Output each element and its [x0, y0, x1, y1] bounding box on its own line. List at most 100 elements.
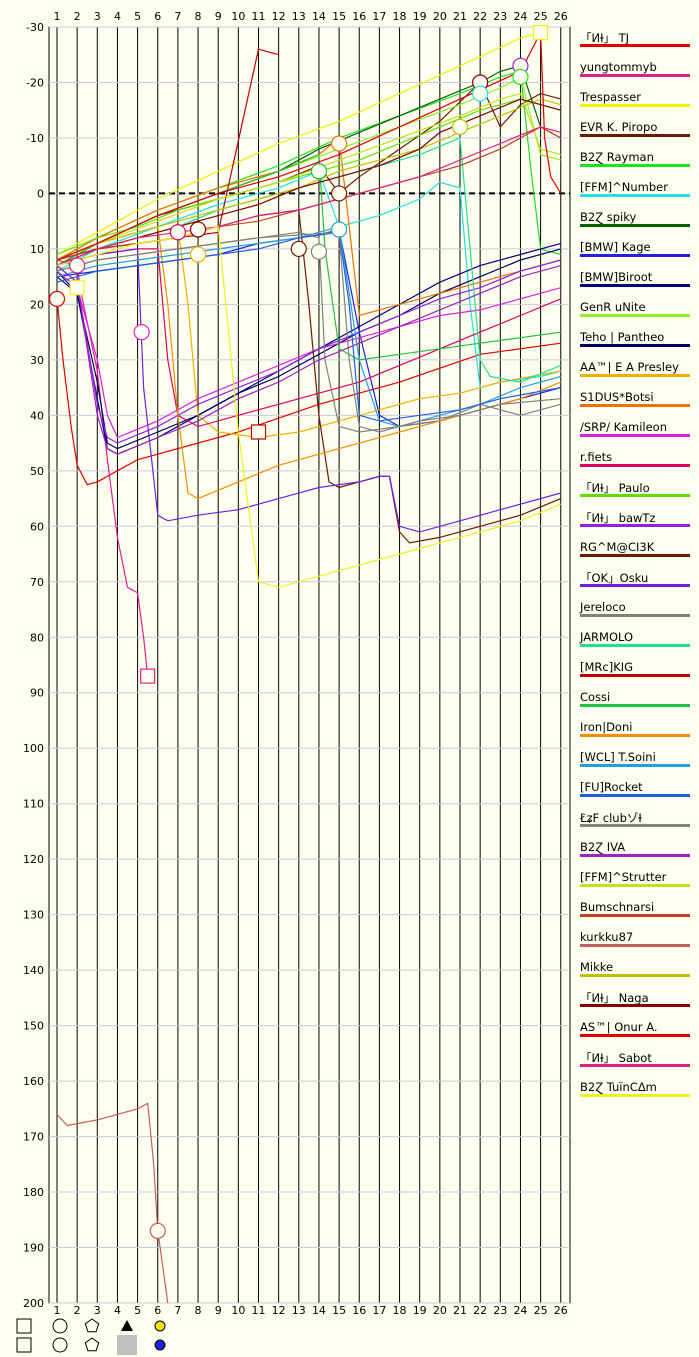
x-tick-label-bottom: 14 [312, 1304, 326, 1317]
marker-shape-legend [16, 1318, 166, 1355]
x-tick-label-top: 7 [174, 10, 181, 23]
legend-label: Iron|Doni [580, 720, 633, 734]
x-tick-label-bottom: 10 [231, 1304, 245, 1317]
x-tick-label-bottom: 17 [372, 1304, 386, 1317]
legend-item: Iron|Doni [580, 718, 692, 748]
legend-label: GenR uNite [580, 300, 646, 314]
y-tick-label: 150 [23, 1020, 44, 1033]
legend-label: B2Ɀ TuïnCΔm [580, 1080, 657, 1094]
y-tick-label: 160 [23, 1075, 44, 1088]
legend-item: RG^M@CI3K [580, 538, 692, 568]
legend-swatch [580, 524, 690, 527]
legend-item: 「ͶƗ」 Sabot [580, 1048, 692, 1078]
legend-swatch [580, 74, 690, 77]
y-tick-label: 200 [23, 1297, 44, 1310]
circle-marker [69, 257, 86, 274]
dot-shape-key [154, 1339, 166, 1351]
legend-item: [FU]Rocket [580, 778, 692, 808]
legend-label: EVR K. Piropo [580, 120, 658, 134]
circle-marker [472, 85, 489, 102]
legend-swatch [580, 584, 690, 587]
legend-item: [MRc]KIG [580, 658, 692, 688]
legend-label: 「OK」Osku [580, 571, 649, 585]
x-tick-label-bottom: 19 [413, 1304, 427, 1317]
plot-area-background [48, 26, 571, 1304]
x-tick-label-top: 19 [413, 10, 427, 23]
legend-item: [WCL] T.Soini [580, 748, 692, 778]
square-marker [140, 668, 156, 684]
x-tick-label-top: 13 [292, 10, 306, 23]
legend-label: [BMW] Kage [580, 240, 651, 254]
position-chart: 1 2 3 4 5 6 7 8 9 10 11 12 13 14 15 16 17 18 19 20 21 22 23 24 2… [16, 10, 571, 1355]
x-tick-label-bottom: 18 [393, 1304, 407, 1317]
x-tick-label-top: 2 [74, 10, 81, 23]
legend-item: 「ͶƗ」 Naga [580, 988, 692, 1018]
y-tick-label: 30 [30, 354, 44, 367]
x-tick-label-bottom: 9 [215, 1304, 222, 1317]
legend-item: [BMW]Biroot [580, 268, 692, 298]
series-markers [48, 24, 549, 1239]
series-line [56, 248, 561, 533]
legend-item: 「ͶƗ」 TJ [580, 28, 692, 58]
y-tick-label: -10 [26, 132, 44, 145]
series-line [56, 98, 561, 267]
legend-item: 「ͶƗ」 Paulo [580, 478, 692, 508]
legend-swatch [580, 674, 690, 677]
legend-swatch [580, 194, 690, 197]
square-shape-key [16, 1318, 32, 1334]
y-tick-label: 90 [30, 687, 44, 700]
series-line [56, 225, 562, 588]
legend-label: /SRP/ Kamileon [580, 420, 668, 434]
series-line [56, 242, 561, 455]
x-tick-label-bottom: 20 [433, 1304, 447, 1317]
legend-item: Ł̃ʑF clubゾƗ [580, 808, 692, 838]
series-line [56, 1102, 169, 1304]
legend-swatch [580, 734, 690, 737]
x-tick-label-bottom: 5 [134, 1304, 141, 1317]
legend-item: [BMW] Kage [580, 238, 692, 268]
legend-label: RG^M@CI3K [580, 540, 655, 554]
legend-label: Trespasser [580, 90, 642, 104]
circle-marker [451, 118, 469, 135]
legend-label: [FU]Rocket [580, 780, 643, 794]
legend-item: B2Ɀ Rayman [580, 148, 692, 178]
circle-marker [48, 290, 66, 307]
legend-swatch [580, 914, 690, 917]
x-tick-label-top: 14 [312, 10, 326, 23]
legend-label: [BMW]Biroot [580, 270, 653, 284]
triangle-shape-key [121, 1320, 133, 1331]
legend-item: [FFM]^Number [580, 178, 692, 208]
y-tick-label: 120 [23, 853, 44, 866]
legend-swatch [580, 104, 690, 107]
legend-swatch [580, 974, 690, 977]
circle-marker [133, 324, 150, 341]
legend-item: [FFM]^Strutter [580, 868, 692, 898]
x-tick-label-bottom: 11 [252, 1304, 266, 1317]
y-tick-label: 0 [37, 187, 44, 200]
x-tick-label-bottom: 3 [94, 1304, 101, 1317]
legend-label: 「ͶƗ」 Sabot [580, 1051, 652, 1065]
y-tick-label: 180 [23, 1186, 44, 1199]
legend-swatch [580, 704, 690, 707]
series-line [56, 30, 562, 261]
legend-label: Ł̃ʑF clubゾƗ [580, 811, 642, 825]
series-line [56, 248, 562, 428]
x-tick-labels-bottom: 1 2 3 4 5 6 7 8 9 10 11 12 13 14 15 16 17 18 19 20 21 22 23 24 2… [54, 1304, 568, 1317]
x-tick-label-bottom: 13 [292, 1304, 306, 1317]
circle-marker [331, 185, 348, 202]
y-tick-label: 80 [30, 631, 44, 644]
legend-swatch [580, 164, 690, 167]
x-tick-label-bottom: 26 [554, 1304, 568, 1317]
legend-item: Trespasser [580, 88, 692, 118]
y-tick-label: 40 [30, 409, 44, 422]
x-tick-label-top: 17 [372, 10, 386, 23]
circle-marker [169, 224, 186, 241]
series-line [56, 98, 561, 256]
legend-item: kurkku87 [580, 928, 692, 958]
y-tick-label: -20 [26, 76, 44, 89]
x-tick-label-bottom: 2 [74, 1304, 81, 1317]
legend-swatch [580, 764, 690, 767]
legend-label: B2Ɀ Rayman [580, 150, 654, 164]
horizontal-grid [49, 26, 570, 1304]
x-tick-label-bottom: 6 [154, 1304, 161, 1317]
